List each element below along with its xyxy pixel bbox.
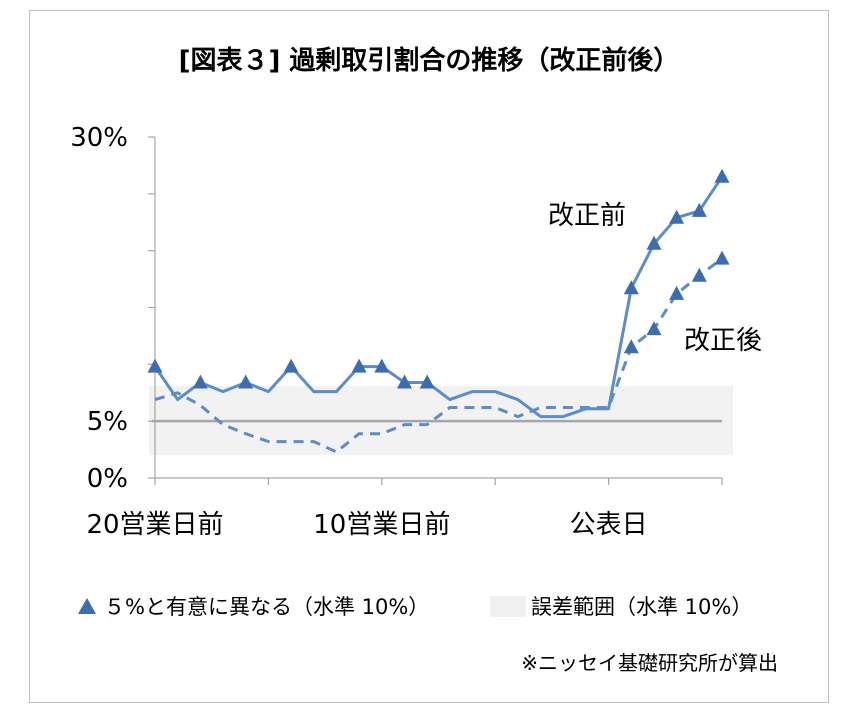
series-marker-layer: [147, 168, 730, 389]
series-label-after-revision: 改正後: [684, 326, 762, 356]
significance-marker-before-revision: [351, 358, 367, 373]
source-note: ※ニッセイ基礎研究所が算出: [521, 651, 778, 675]
tick-label-layer: 0% 5% 30% 20営業日前 10営業日前 公表日: [70, 123, 647, 540]
series-label-before-revision: 改正前: [548, 201, 626, 231]
y-tick-label: 30%: [70, 123, 128, 153]
significance-marker-after-revision: [669, 285, 685, 300]
significance-marker-before-revision: [714, 168, 730, 183]
significance-marker-after-revision: [714, 250, 730, 265]
chart-frame: [29, 10, 829, 703]
gray-box-swatch-icon: [490, 595, 526, 617]
significance-marker-after-revision: [646, 321, 662, 336]
significance-marker-after-revision: [691, 267, 707, 282]
legend-label-significant: ５%と有意に異なる（水準 10%）: [104, 595, 430, 619]
series-line-before-revision: [153, 175, 724, 419]
significance-marker-before-revision: [623, 280, 639, 295]
triangle-marker-icon: [78, 598, 96, 614]
significance-marker-before-revision: [192, 374, 208, 389]
chart-title: [図表３] 過剰取引割合の推移（改正前後）: [178, 46, 680, 76]
significance-marker-before-revision: [691, 202, 707, 217]
significance-marker-before-revision: [669, 209, 685, 224]
y-tick-label: 5%: [87, 407, 128, 437]
significance-marker-before-revision: [397, 374, 412, 389]
significance-marker-before-revision: [283, 358, 299, 373]
significance-marker-before-revision: [374, 358, 390, 373]
y-tick-label: 0%: [87, 464, 128, 494]
legend-item-significant: ５%と有意に異なる（水準 10%）: [76, 592, 429, 620]
significance-marker-before-revision: [419, 374, 435, 389]
x-tick-label: 公表日: [570, 510, 648, 540]
legend-item-error-band: 誤差範囲（水準 10%）: [490, 592, 752, 620]
series-line-after-revision: [154, 257, 723, 454]
significance-marker-before-revision: [646, 235, 662, 250]
significance-marker-before-revision: [238, 374, 254, 389]
x-tick-label: 20営業日前: [86, 510, 223, 540]
significance-marker-after-revision: [623, 339, 639, 354]
axes-layer: [148, 136, 723, 485]
significance-marker-before-revision: [147, 358, 163, 373]
legend-label-error-band: 誤差範囲（水準 10%）: [531, 595, 753, 619]
x-tick-label: 10営業日前: [313, 510, 450, 540]
